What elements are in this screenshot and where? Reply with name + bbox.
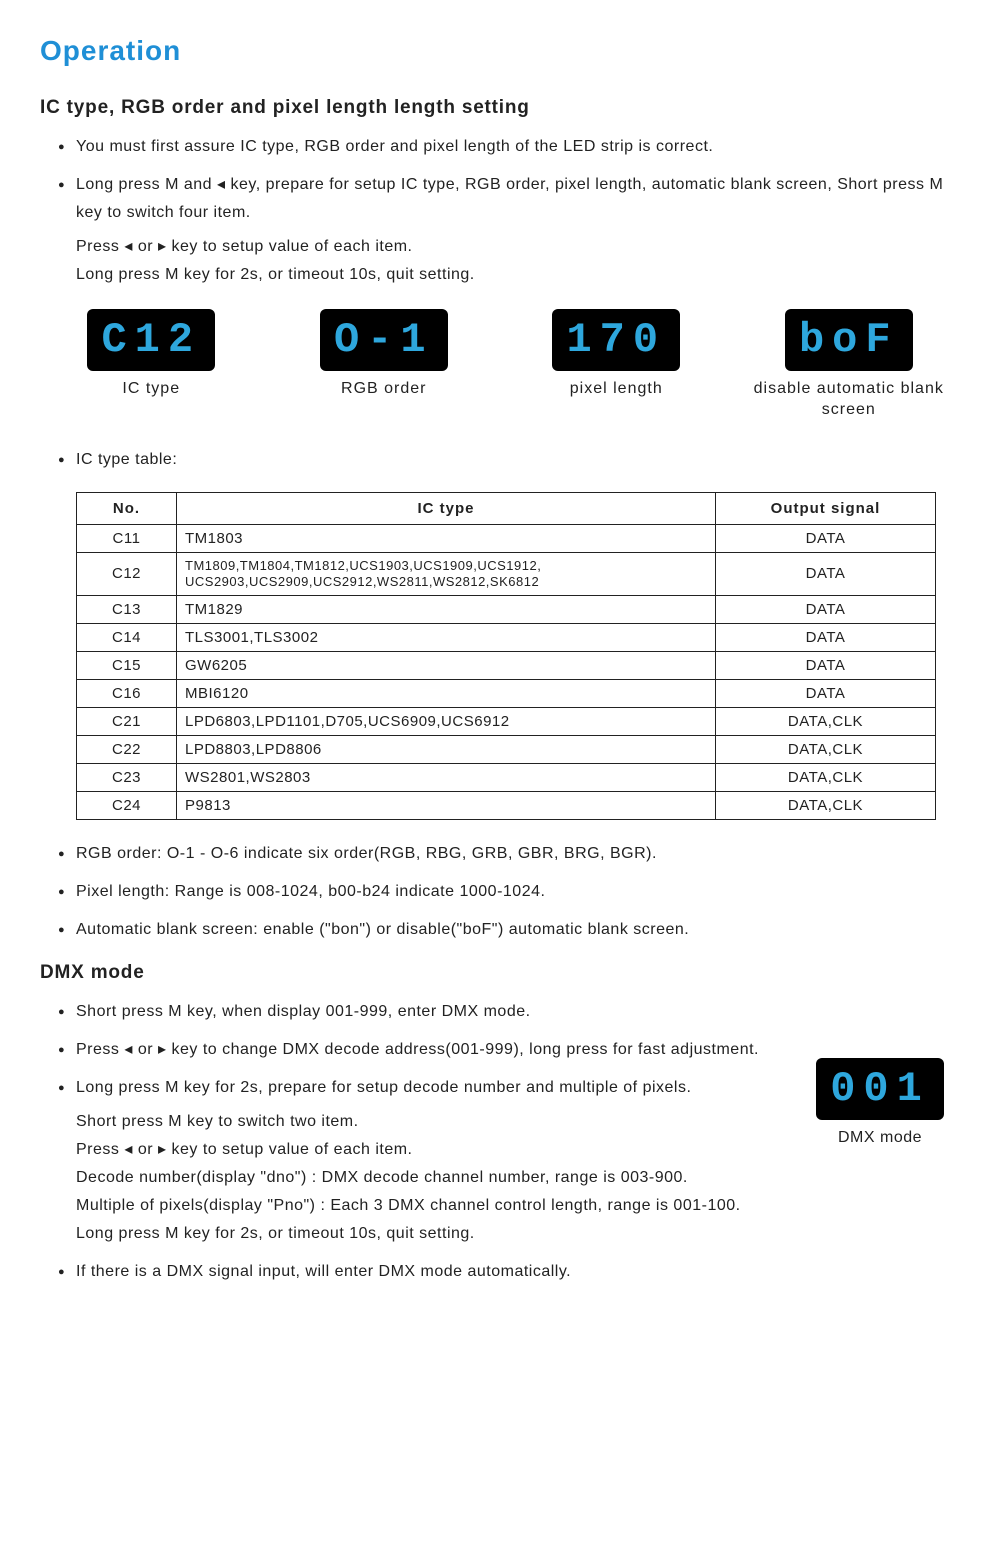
table-cell-no: C12: [77, 552, 177, 596]
s2-bullet-3-sub2: Press ◂ or ▸ key to setup value of each …: [76, 1136, 770, 1164]
display-row: C12 IC type O-1 RGB order 170 pixel leng…: [40, 309, 960, 421]
s1-bullet-1: You must first assure IC type, RGB order…: [58, 133, 960, 161]
display-rgb-order: O-1 RGB order: [279, 309, 489, 400]
lcd-blank-screen-caption: disable automatic blank screen: [744, 379, 954, 421]
table-cell-no: C13: [77, 596, 177, 624]
table-cell-no: C24: [77, 792, 177, 820]
s2-bullet-2: Press ◂ or ▸ key to change DMX decode ad…: [58, 1036, 770, 1064]
lcd-ic-type-caption: IC type: [46, 379, 256, 400]
table-cell-no: C23: [77, 764, 177, 792]
table-cell-output: DATA: [716, 680, 936, 708]
table-cell-ic: GW6205: [177, 652, 716, 680]
table-header-ic: IC type: [177, 492, 716, 524]
lcd-rgb-order-caption: RGB order: [279, 379, 489, 400]
s2-bullet-4: If there is a DMX signal input, will ent…: [58, 1258, 770, 1286]
s2-bullet-3-sub5: Long press M key for 2s, or timeout 10s,…: [76, 1220, 770, 1248]
table-cell-ic: TM1803: [177, 524, 716, 552]
dmx-section: Short press M key, when display 001-999,…: [40, 998, 960, 1304]
section1-notes: RGB order: O-1 - O-6 indicate six order(…: [58, 840, 960, 944]
lcd-rgb-order: O-1: [320, 309, 448, 371]
s1-bullet-2-sub1: Press ◂ or ▸ key to setup value of each …: [76, 233, 960, 261]
lcd-blank-screen: boF: [785, 309, 913, 371]
display-ic-type: C12 IC type: [46, 309, 256, 400]
table-row: C13TM1829DATA: [77, 596, 936, 624]
table-row: C23WS2801,WS2803DATA,CLK: [77, 764, 936, 792]
lcd-pixel-length-caption: pixel length: [511, 379, 721, 400]
display-pixel-length: 170 pixel length: [511, 309, 721, 400]
table-cell-no: C15: [77, 652, 177, 680]
table-row: C12TM1809,TM1804,TM1812,UCS1903,UCS1909,…: [77, 552, 936, 596]
table-row: C15GW6205DATA: [77, 652, 936, 680]
table-row: C11TM1803DATA: [77, 524, 936, 552]
page-title: Operation: [40, 35, 960, 67]
table-row: C16MBI6120DATA: [77, 680, 936, 708]
table-header-no: No.: [77, 492, 177, 524]
ic-table-intro: IC type table:: [58, 446, 960, 474]
table-cell-output: DATA,CLK: [716, 708, 936, 736]
table-cell-output: DATA,CLK: [716, 764, 936, 792]
table-cell-ic: MBI6120: [177, 680, 716, 708]
s1-bullet-2-text: Long press M and ◂ key, prepare for setu…: [76, 176, 943, 221]
table-cell-ic: TM1829: [177, 596, 716, 624]
s2-bullet-3-sub4: Multiple of pixels(display "Pno") : Each…: [76, 1192, 770, 1220]
s2-bullet-3-sub1: Short press M key to switch two item.: [76, 1108, 770, 1136]
table-cell-no: C11: [77, 524, 177, 552]
table-cell-ic: LPD8803,LPD8806: [177, 736, 716, 764]
table-cell-ic: TLS3001,TLS3002: [177, 624, 716, 652]
table-cell-ic: LPD6803,LPD1101,D705,UCS6909,UCS6912: [177, 708, 716, 736]
s2-bullet-3: Long press M key for 2s, prepare for set…: [58, 1074, 770, 1248]
lcd-pixel-length: 170: [552, 309, 680, 371]
table-cell-no: C21: [77, 708, 177, 736]
section1-heading: IC type, RGB order and pixel length leng…: [40, 97, 960, 119]
table-cell-output: DATA: [716, 524, 936, 552]
section2-heading: DMX mode: [40, 962, 960, 984]
table-header-output: Output signal: [716, 492, 936, 524]
table-cell-output: DATA,CLK: [716, 736, 936, 764]
s1-note-2: Pixel length: Range is 008-1024, b00-b24…: [58, 878, 960, 906]
table-cell-output: DATA: [716, 552, 936, 596]
table-cell-ic: P9813: [177, 792, 716, 820]
table-row: C21LPD6803,LPD1101,D705,UCS6909,UCS6912D…: [77, 708, 936, 736]
table-row: C24P9813DATA,CLK: [77, 792, 936, 820]
s2-bullet-1: Short press M key, when display 001-999,…: [58, 998, 770, 1026]
table-cell-no: C22: [77, 736, 177, 764]
s2-bullet-3-text: Long press M key for 2s, prepare for set…: [76, 1079, 691, 1096]
table-cell-ic: WS2801,WS2803: [177, 764, 716, 792]
table-row: C22LPD8803,LPD8806DATA,CLK: [77, 736, 936, 764]
s1-bullet-2: Long press M and ◂ key, prepare for setu…: [58, 171, 960, 289]
s1-note-3: Automatic blank screen: enable ("bon") o…: [58, 916, 960, 944]
table-cell-output: DATA,CLK: [716, 792, 936, 820]
ic-type-table: No. IC type Output signal C11TM1803DATAC…: [76, 492, 936, 821]
s1-bullet-3: IC type table:: [58, 446, 960, 474]
s2-bullet-3-sub3: Decode number(display "dno") : DMX decod…: [76, 1164, 770, 1192]
table-cell-output: DATA: [716, 596, 936, 624]
dmx-display-block: 001 DMX mode: [800, 998, 960, 1149]
table-cell-output: DATA: [716, 624, 936, 652]
table-row: C14TLS3001,TLS3002DATA: [77, 624, 936, 652]
table-cell-ic: TM1809,TM1804,TM1812,UCS1903,UCS1909,UCS…: [177, 552, 716, 596]
lcd-ic-type: C12: [87, 309, 215, 371]
display-blank-screen: boF disable automatic blank screen: [744, 309, 954, 421]
s1-bullet-2-sub2: Long press M key for 2s, or timeout 10s,…: [76, 261, 960, 289]
table-cell-output: DATA: [716, 652, 936, 680]
lcd-dmx: 001: [816, 1058, 944, 1120]
section1-bullets: You must first assure IC type, RGB order…: [58, 133, 960, 289]
lcd-dmx-caption: DMX mode: [800, 1128, 960, 1149]
table-cell-no: C14: [77, 624, 177, 652]
s1-note-1: RGB order: O-1 - O-6 indicate six order(…: [58, 840, 960, 868]
section2-bullets: Short press M key, when display 001-999,…: [58, 998, 770, 1286]
table-cell-no: C16: [77, 680, 177, 708]
